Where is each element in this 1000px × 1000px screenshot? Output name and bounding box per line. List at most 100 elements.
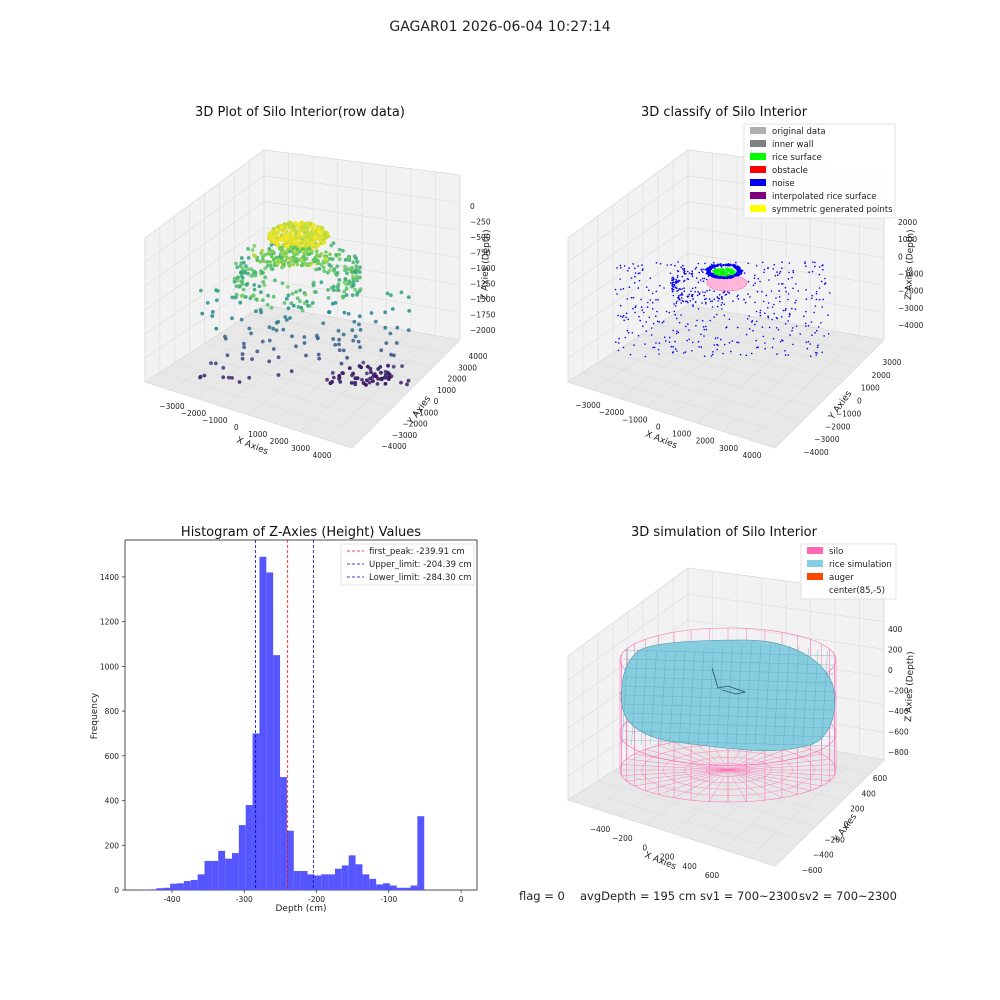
- raw-point-21: [210, 314, 215, 318]
- cls-noise-292: [779, 341, 782, 343]
- raw-point-145: [335, 264, 340, 269]
- raw-point-589: [311, 227, 316, 233]
- cls-noise-96: [816, 346, 819, 349]
- raw-point-117: [230, 376, 234, 380]
- cls-noise-401: [771, 306, 774, 308]
- cls-y-tick-2: −2000: [825, 422, 851, 431]
- cls-noise-429: [677, 296, 679, 299]
- sim-silo-spoke-6: [727, 769, 783, 798]
- raw-point-764: [341, 371, 345, 375]
- raw-point-342: [244, 264, 248, 269]
- cls-ring-828: [721, 264, 724, 267]
- raw-point-347: [351, 282, 356, 287]
- cls-noise-219: [697, 340, 700, 343]
- raw-point-736: [308, 263, 312, 268]
- raw-z-tick-4: −1000: [470, 264, 496, 273]
- cls-noise-174: [676, 350, 678, 352]
- cls-noise-500: [672, 294, 675, 297]
- cls-noise-244: [821, 351, 823, 354]
- cls-noise-307: [672, 329, 674, 332]
- hist-bar-21: [280, 777, 287, 890]
- sim-x-tick-4: 400: [682, 862, 697, 871]
- cls-noise-256: [627, 318, 629, 321]
- hist-bar-19: [266, 572, 274, 890]
- cls-noise-26: [723, 303, 726, 306]
- raw-point-501: [278, 237, 283, 242]
- raw-point-606: [297, 232, 302, 237]
- raw-point-353: [260, 298, 265, 302]
- cls-surface-983: [727, 273, 730, 276]
- raw-point-70: [225, 353, 230, 358]
- cls-noise-25: [748, 315, 750, 317]
- sim-x-tick-2: 0: [642, 843, 647, 852]
- raw-point-273: [298, 288, 302, 293]
- hist-xtick-3: -100: [380, 895, 397, 904]
- raw-point-701: [310, 249, 314, 253]
- cls-surface-946: [729, 272, 732, 274]
- raw-point-106: [215, 298, 219, 303]
- raw-point-751: [368, 376, 373, 381]
- raw-point-64: [254, 309, 258, 314]
- cls-noise-404: [716, 337, 719, 339]
- raw-point-93: [357, 322, 361, 327]
- cls-noise-9: [621, 316, 624, 318]
- sim-mesh-v-0: [621, 647, 629, 746]
- cls-legend-swatch-5: [750, 192, 766, 199]
- raw-point-730: [281, 262, 286, 267]
- cls-noise-31: [700, 268, 702, 271]
- raw-point-778: [378, 365, 383, 369]
- cls-surface-949: [715, 271, 718, 274]
- cls-noise-586: [704, 268, 706, 271]
- raw-point-717: [280, 255, 284, 260]
- raw-point-716: [325, 259, 330, 264]
- raw-point-770: [379, 376, 384, 381]
- raw-point-596: [268, 235, 273, 240]
- cls-surface-1002: [733, 272, 735, 275]
- cls-surface-987: [725, 268, 728, 271]
- cls-surface-997: [716, 268, 719, 271]
- cls-noise-308: [780, 339, 783, 341]
- sim-x-tick-1: −200: [612, 834, 633, 843]
- cls-noise-109: [808, 271, 810, 274]
- raw-point-349: [302, 301, 307, 305]
- cls-noise-375: [725, 326, 728, 328]
- raw-point-311: [350, 293, 355, 298]
- cls-noise-319: [720, 266, 723, 268]
- cls-noise-560: [677, 270, 680, 273]
- raw-point-694: [287, 249, 292, 254]
- cls-noise-380: [655, 315, 657, 317]
- cls-surface-979: [718, 273, 720, 276]
- cls-noise-77: [728, 318, 731, 321]
- cls-noise-257: [618, 342, 620, 344]
- raw-point-337: [269, 305, 274, 310]
- cls-noise-284: [795, 299, 797, 302]
- raw-point-678: [324, 250, 328, 254]
- hist-bar-22: [286, 830, 294, 890]
- cls-noise-334: [811, 270, 814, 273]
- cls-noise-598: [721, 295, 723, 298]
- cls-noise-146: [634, 267, 636, 270]
- raw-point-760: [371, 379, 375, 383]
- raw-point-233: [282, 301, 287, 305]
- hist-legend-label-0: first_peak: -239.91 cm: [369, 547, 465, 557]
- sim-silo-spoke-20: [626, 758, 729, 771]
- raw-point-61: [202, 373, 207, 378]
- cls-noise-135: [788, 315, 790, 318]
- cls-noise-440: [677, 289, 680, 292]
- cls-noise-294: [643, 311, 645, 314]
- raw-point-46: [294, 344, 298, 349]
- cls-noise-365: [619, 304, 622, 307]
- sim-silo-spoke-22: [645, 749, 729, 771]
- cls-surface-955: [728, 268, 731, 271]
- cls-noise-15: [614, 288, 617, 291]
- sim-mesh-h-6: [623, 703, 835, 711]
- cls-noise-352: [716, 343, 718, 346]
- raw-point-340: [329, 286, 334, 290]
- cls-noise-458: [672, 288, 675, 291]
- hist-bar-16: [245, 805, 253, 890]
- cls-noise-52: [771, 346, 774, 349]
- cls-noise-556: [680, 297, 683, 299]
- cls-noise-326: [644, 343, 646, 345]
- sim-silo-spoke-1: [727, 769, 835, 776]
- classify-title: 3D classify of Silo Interior: [641, 105, 808, 120]
